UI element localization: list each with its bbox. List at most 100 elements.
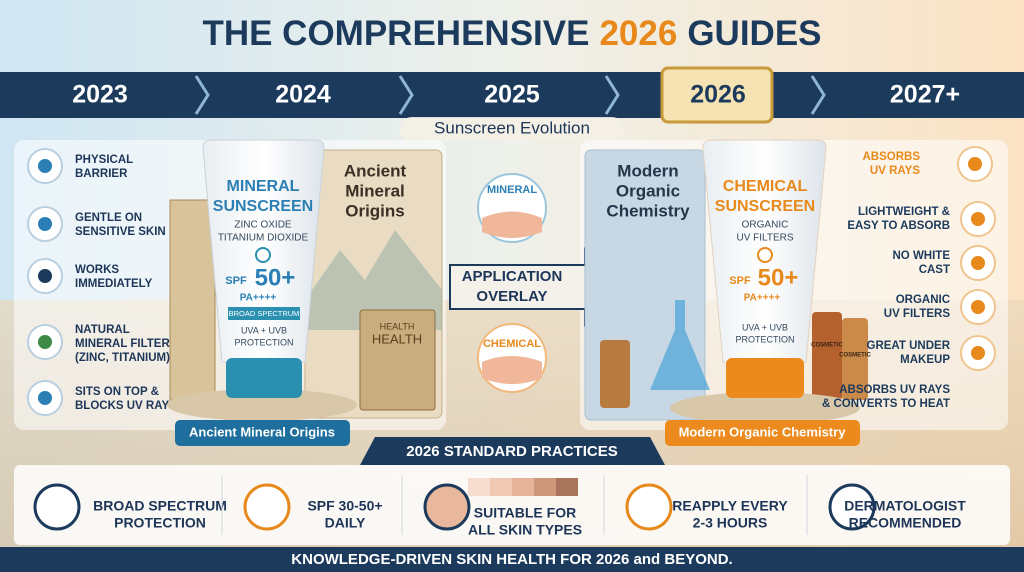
timeline-chevron [194,75,210,115]
practice-icon [33,483,81,531]
pa-rating: PA++++ [744,293,781,304]
book-text: HEALTH [380,321,415,331]
protection: UVA + UVB [241,325,287,335]
overlay-text: OVERLAY [476,288,547,305]
skin-swatch [490,478,512,496]
protection: UVA + UVB [742,322,788,332]
practice-text: SUITABLE FOR [474,505,576,521]
practice-text: BROAD SPECTRUM [93,498,227,514]
skin-swatch [556,478,578,496]
feature-icon-dot [971,212,985,226]
feature-text: NO WHITE [893,250,951,262]
feature-text: GENTLE ON [75,212,142,224]
bottle [600,340,630,408]
spf-value: 50+ [758,264,799,291]
protection: PROTECTION [234,337,293,347]
feature-text: BLOCKS UV RAYS [75,400,177,412]
timeline-year: 2024 [275,81,331,109]
feature-text: (ZINC, TITANIUM) [75,352,170,364]
mineral-ingredients: ZINC OXIDE [234,220,292,231]
badge: BROAD SPECTRUM [229,309,300,318]
chemical-brand: CHEMICAL [723,178,808,195]
mineral-tube [202,139,325,363]
pedestal [670,392,860,424]
feature-icon-dot [38,335,52,349]
feature-text: UV RAYS [870,165,920,177]
feature-icon-dot [971,300,985,314]
caption: Ancient Mineral Origins [189,424,335,439]
practice-text: 2-3 HOURS [693,515,768,531]
mountains [305,230,442,330]
spf-prefix: SPF [729,275,751,287]
sun-icon [757,247,773,263]
timeline-active [660,66,774,124]
footer: KNOWLEDGE-DRIVEN SKIN HEALTH FOR 2026 an… [291,551,732,568]
feature-text: ABSORBS [862,151,920,163]
feature-text: PHYSICAL [75,154,133,166]
feature-text: GREAT UNDER [867,340,951,352]
practice-text: DERMATOLOGIST [844,498,966,514]
chemical-tube [702,139,827,363]
badge-bg [228,307,300,320]
feature-icon-dot [971,256,985,270]
chemical-brand: SUNSCREEN [715,198,815,215]
feature-text: WORKS [75,264,119,276]
mineral-layer [482,211,542,238]
timeline-year: 2023 [72,81,128,109]
feature-text: ABSORBS UV RAYS [839,384,950,396]
ancient-title: Ancient [344,161,407,180]
footer-band [0,547,1024,572]
center-chemical: CHEMICAL [483,338,541,350]
mineral-ingredients: TITANIUM DIOXIDE [218,233,309,244]
practice-text: ALL SKIN TYPES [468,522,582,538]
chemical-cap [726,358,804,398]
spf-prefix: SPF [225,275,247,287]
timeline-year: 2027+ [890,81,960,109]
chemical-layer [482,356,542,384]
practice-icon [625,483,673,531]
book [359,309,436,411]
feature-icon-dot [38,391,52,405]
feature-icon-dot [968,157,982,171]
practice-text: DAILY [325,515,366,531]
title-post: GUIDES [687,14,821,53]
book-text: HEALTH [372,331,422,346]
feature-icon-dot [38,159,52,173]
feature-icon-dot [38,269,52,283]
feature-text: EASY TO ABSORB [847,220,950,232]
skin-swatch [512,478,534,496]
section-pill [400,117,624,141]
practice-text: PROTECTION [114,515,206,531]
cosmetic-bottle [812,312,842,402]
modern-title: Organic [616,181,680,200]
modern-title: Modern [617,161,678,180]
caption-pill [665,420,860,446]
feature-text: MAKEUP [900,354,950,366]
bottle-label: COSMETIC [839,353,871,359]
overlay-text: APPLICATION [462,268,563,285]
timeline-chevron [810,75,826,115]
feature-icon-dot [971,346,985,360]
practice-icon [828,483,876,531]
protection: PROTECTION [735,334,794,344]
chemical-filters: UV FILTERS [736,233,793,244]
feature-text: MINERAL FILTERS [75,338,178,350]
feature-text: IMMEDIATELY [75,278,153,290]
timeline-year: 2025 [484,81,540,109]
feature-icon-dot [38,217,52,231]
section-title: Sunscreen Evolution [434,118,590,137]
feature-text: SENSITIVE SKIN [75,226,166,238]
mineral-cap [226,358,302,398]
chemical-filters: ORGANIC [742,220,789,231]
skin-swatch [534,478,556,496]
timeline-chevron [604,75,620,115]
caption: Modern Organic Chemistry [679,424,847,439]
caption-pill [175,420,350,446]
ancient-title: Mineral [345,181,405,200]
center-mineral: MINERAL [487,184,537,196]
scroll [169,199,216,401]
mineral-brand: MINERAL [227,178,300,195]
